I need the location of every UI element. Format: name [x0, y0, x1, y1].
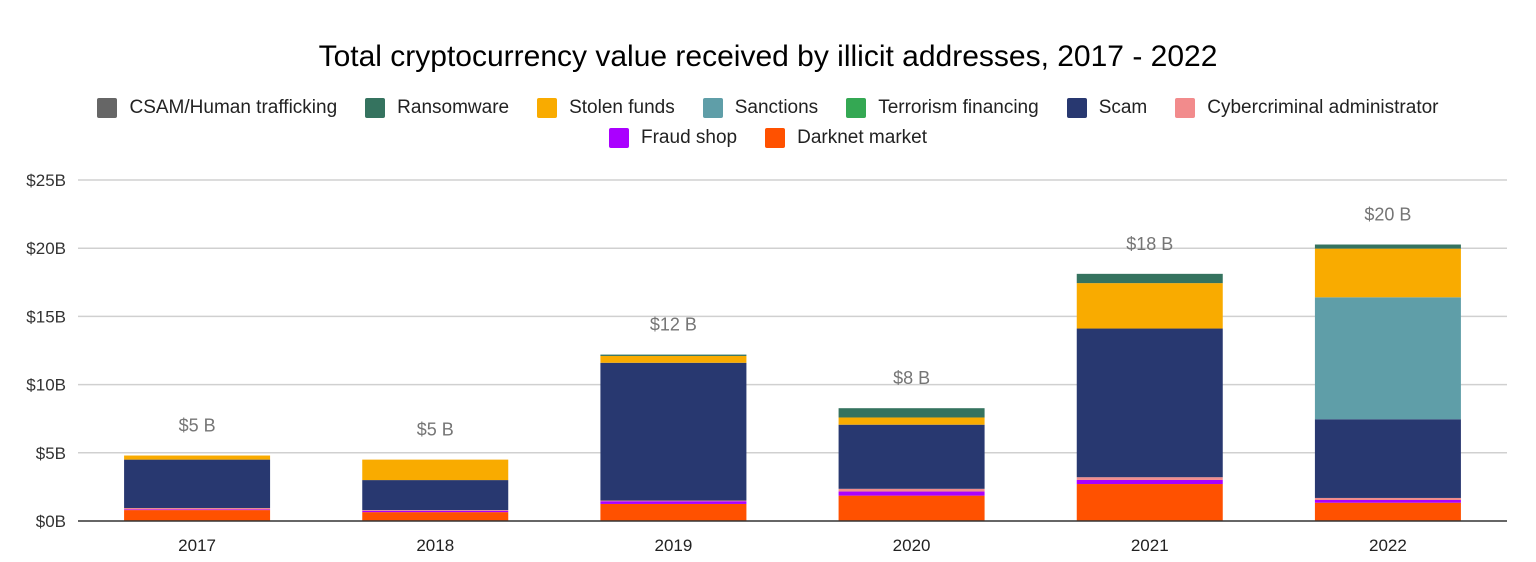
legend-item[interactable]: Terrorism financing [846, 97, 1039, 119]
x-tick-label: 2020 [893, 536, 931, 555]
legend-label: Sanctions [734, 97, 819, 118]
legend-swatch [1066, 98, 1087, 118]
bar-segment [124, 509, 271, 511]
bar-segment [600, 355, 747, 363]
y-tick-label: $5B [36, 444, 66, 463]
legend-swatch [97, 98, 118, 118]
y-tick-label: $25B [26, 171, 66, 190]
legend-item[interactable]: Cybercriminal administrator [1175, 97, 1439, 119]
legend-item[interactable]: Darknet market [765, 127, 927, 149]
legend-swatch [609, 128, 629, 148]
legend-label: Fraud shop [641, 127, 738, 148]
legend-item[interactable]: Fraud shop [609, 127, 737, 149]
legend-item[interactable]: Sanctions [702, 97, 819, 119]
bar-segment [1076, 328, 1223, 478]
bar-segment [1076, 477, 1223, 480]
bar-segment [600, 501, 747, 504]
bar-segment [600, 500, 747, 502]
bar-segment [1076, 479, 1223, 485]
y-tick-label: $15B [26, 307, 66, 326]
bar-segment [600, 354, 747, 356]
legend-swatch [702, 98, 723, 118]
legend-row: Fraud shop Darknet market [0, 127, 1536, 149]
y-tick-label: $10B [26, 376, 66, 395]
bar-segment [1314, 248, 1461, 298]
x-tick-label: 2022 [1369, 536, 1407, 555]
bar-segment [1076, 273, 1223, 284]
legend-label: Cybercriminal administrator [1207, 97, 1439, 118]
legend-row: CSAM/Human trafficking Ransomware Stolen f… [0, 97, 1536, 119]
bar-segment [1314, 419, 1461, 498]
bar-segment [1314, 502, 1461, 521]
bar-segment [362, 459, 509, 481]
legend-label: Scam [1098, 97, 1148, 118]
legend-swatch [365, 98, 386, 118]
y-tick-label: $0B [36, 512, 66, 531]
bar-segment [838, 491, 985, 496]
bar-segment [124, 459, 271, 509]
bar-segment [1314, 244, 1461, 249]
legend-label: Terrorism financing [878, 97, 1039, 118]
bar-segment [1314, 497, 1461, 500]
bar-segment [1076, 484, 1223, 521]
x-tick-label: 2021 [1131, 536, 1169, 555]
legend-label: Ransomware [397, 97, 510, 118]
bar-segment [1314, 297, 1461, 420]
legend-item[interactable]: Scam [1066, 97, 1148, 119]
bar-segment [838, 488, 985, 492]
x-tick-label: 2017 [178, 536, 216, 555]
bar-segment [838, 424, 985, 489]
total-label: $12 B [650, 315, 697, 335]
x-tick-label: 2019 [655, 536, 693, 555]
total-label: $5 B [417, 420, 454, 440]
bar-segment [600, 362, 747, 501]
bar-segment [362, 510, 509, 513]
total-label: $8 B [893, 368, 930, 388]
bar-segment [838, 417, 985, 425]
legend-swatch [1175, 98, 1196, 118]
bar-segment [838, 495, 985, 521]
legend-item[interactable]: Stolen funds [537, 97, 675, 119]
bar-segment [362, 510, 509, 511]
bar-segment [124, 508, 271, 510]
y-tick-label: $20B [26, 239, 66, 258]
bar-segment [124, 455, 271, 460]
x-tick-label: 2018 [416, 536, 454, 555]
chart-title: Total cryptocurrency value received by i… [318, 40, 1218, 73]
legend-item[interactable]: CSAM/Human trafficking [97, 97, 337, 119]
total-label: $20 B [1364, 205, 1411, 225]
legend-swatch [846, 98, 867, 118]
legend-label: Stolen funds [569, 97, 675, 118]
legend-item[interactable]: Ransomware [365, 97, 509, 119]
total-label: $18 B [1126, 234, 1173, 254]
bar-segment [362, 480, 509, 511]
legend-swatch [765, 128, 786, 148]
bar-segment [600, 503, 747, 521]
bar-segment [838, 408, 985, 418]
legend-label: Darknet market [797, 127, 927, 148]
bar-segment [1076, 283, 1223, 329]
bar-segment [1314, 499, 1461, 503]
total-label: $5 B [179, 416, 216, 436]
legend-label: CSAM/Human trafficking [129, 97, 338, 118]
bar-segment [124, 510, 271, 521]
bar-segment [362, 512, 509, 521]
legend-swatch [537, 98, 558, 118]
